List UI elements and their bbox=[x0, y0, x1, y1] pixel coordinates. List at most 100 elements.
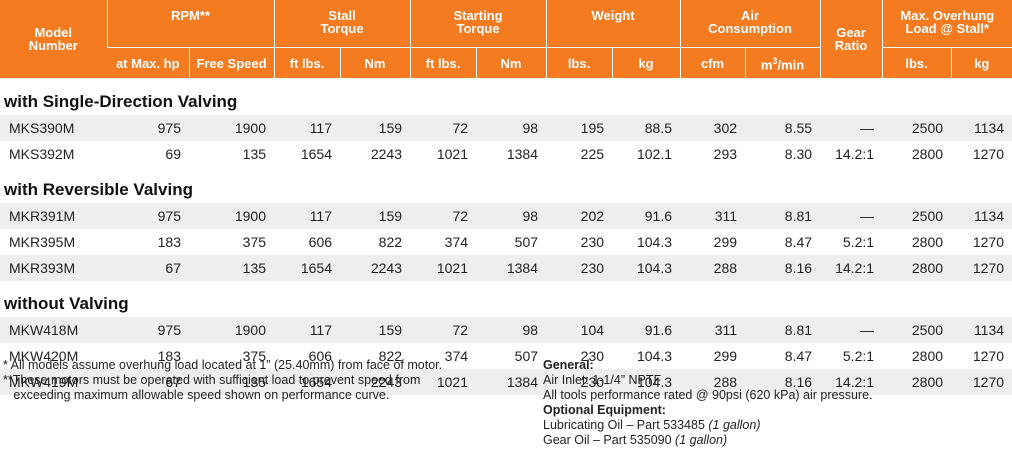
header-model-number: Model Number bbox=[0, 0, 107, 79]
header-stall-torque: Stall Torque bbox=[273, 0, 411, 48]
cell-gear-ratio: — bbox=[820, 203, 883, 229]
cell-air-m3min: 8.81 bbox=[745, 203, 821, 229]
cell-model-number: MKW418M bbox=[0, 317, 107, 343]
cell-starting-torque-ftlbs: 72 bbox=[410, 317, 477, 343]
cell-overhung-lbs: 2800 bbox=[911, 348, 944, 364]
cell-stall-torque-nm: 2243 bbox=[340, 369, 411, 395]
section-header: without Valving bbox=[0, 281, 1012, 317]
cell-gear-ratio: — bbox=[820, 115, 883, 141]
cell-model-number: MKS390M bbox=[0, 115, 107, 141]
cell-rpm-at-max-hp: 975 bbox=[107, 317, 189, 343]
cell-gear-ratio: 5.2:1 bbox=[842, 234, 875, 250]
footnote-speed-1: **These motors must be operated with suf… bbox=[3, 373, 421, 387]
table-header: Model Number RPM** Stall Torque Starting To… bbox=[0, 0, 1012, 79]
cell-stall-torque-nm: 822 bbox=[378, 234, 403, 250]
cell-air-cfm: 293 bbox=[713, 146, 738, 162]
general-heading: General: bbox=[543, 358, 594, 372]
cell-air-cfm: 311 bbox=[680, 203, 746, 229]
cell-starting-torque-nm: 98 bbox=[476, 203, 547, 229]
subheader-stall-nm: Nm bbox=[339, 47, 411, 79]
cell-rpm-free-speed: 135 bbox=[189, 369, 275, 395]
subheader-air-cfm: cfm bbox=[679, 47, 746, 79]
cell-weight-lbs: 230 bbox=[546, 369, 613, 395]
cell-weight-kg: 104.3 bbox=[636, 234, 673, 250]
subheader-weight-kg: kg bbox=[611, 47, 681, 79]
cell-stall-torque-nm: 159 bbox=[340, 203, 411, 229]
cell-stall-torque-nm: 159 bbox=[340, 317, 411, 343]
lubricating-oil-note: Lubricating Oil – Part 533485 (1 gallon) bbox=[543, 418, 761, 432]
section-header: with Reversible Valving bbox=[0, 167, 1012, 203]
cell-starting-torque-ftlbs: 72 bbox=[410, 203, 477, 229]
cell-overhung-kg: 1270 bbox=[951, 369, 1012, 395]
cell-weight-lbs: 104 bbox=[546, 317, 613, 343]
table-row: MKR391M 975 1900 117 159 72 98 202 91.6 311 8.81—2… bbox=[0, 203, 1012, 229]
cell-gear-ratio: 14.2:1 bbox=[820, 369, 883, 395]
cell-starting-torque-ftlbs: 374 bbox=[444, 348, 469, 364]
cell-starting-torque-nm: 1384 bbox=[476, 255, 547, 281]
cell-rpm-free-speed: 1900 bbox=[189, 115, 275, 141]
table-row: MKS392M 69 135 1654 2243 1021 1384 225 102.1 293 8… bbox=[0, 141, 1012, 167]
table-row: MKW418M 975 1900 117 159 72 98 104 91.6 311 8.81—2… bbox=[0, 317, 1012, 343]
cell-overhung-lbs: 2500 bbox=[882, 317, 952, 343]
table-row: MKS390M 975 1900 117 159 72 98 195 88.5 302 8.55—2… bbox=[0, 115, 1012, 141]
subheader-starting-nm: Nm bbox=[475, 47, 547, 79]
cell-air-m3min: 8.16 bbox=[745, 255, 821, 281]
cell-weight-kg: 91.6 bbox=[612, 203, 681, 229]
cell-weight-kg: 88.5 bbox=[612, 115, 681, 141]
cell-weight-lbs: 225 bbox=[580, 146, 605, 162]
cell-overhung-lbs: 2800 bbox=[882, 255, 952, 281]
cell-model-number: MKR393M bbox=[0, 255, 107, 281]
section-header: with Single-Direction Valving bbox=[0, 78, 1012, 115]
header-starting-torque: Starting Torque bbox=[409, 0, 547, 48]
cell-model-number: MKW420M bbox=[9, 348, 79, 364]
cell-overhung-kg: 1134 bbox=[951, 203, 1012, 229]
subheader-weight-lbs: lbs. bbox=[545, 47, 613, 79]
cell-starting-torque-nm: 98 bbox=[476, 317, 547, 343]
subheader-at-max-hp: at Max. hp bbox=[107, 47, 189, 79]
cell-starting-torque-nm: 507 bbox=[514, 234, 539, 250]
cell-rpm-at-max-hp: 975 bbox=[107, 203, 189, 229]
cell-air-m3min: 8.16 bbox=[745, 369, 821, 395]
cell-rpm-at-max-hp: 69 bbox=[165, 146, 181, 162]
cell-model-number: MKR395M bbox=[9, 234, 76, 250]
cell-model-number: MKS392M bbox=[9, 146, 75, 162]
cell-air-cfm: 299 bbox=[713, 234, 738, 250]
cell-stall-torque-ftlbs: 606 bbox=[308, 234, 333, 250]
subheader-free-speed: Free Speed bbox=[188, 47, 275, 79]
cell-starting-torque-ftlbs: 1021 bbox=[436, 146, 469, 162]
cell-gear-ratio: 14.2:1 bbox=[835, 146, 875, 162]
cell-overhung-lbs: 2500 bbox=[882, 203, 952, 229]
cell-rpm-at-max-hp: 183 bbox=[157, 234, 181, 250]
cell-overhung-kg: 1134 bbox=[951, 317, 1012, 343]
footnote-speed-2: exceeding maximum allowable speed shown … bbox=[3, 388, 390, 402]
cell-stall-torque-ftlbs: 117 bbox=[274, 115, 341, 141]
cell-weight-lbs: 230 bbox=[580, 234, 605, 250]
cell-stall-torque-nm: 822 bbox=[378, 348, 403, 364]
cell-starting-torque-nm: 507 bbox=[514, 348, 539, 364]
subheader-stall-ftlbs: ft lbs. bbox=[273, 47, 341, 79]
cell-starting-torque-ftlbs: 1021 bbox=[410, 255, 477, 281]
cell-overhung-lbs: 2800 bbox=[911, 234, 944, 250]
cell-air-m3min: 8.47 bbox=[784, 348, 813, 364]
cell-starting-torque-ftlbs: 72 bbox=[410, 115, 477, 141]
cell-rpm-free-speed: 135 bbox=[189, 255, 275, 281]
cell-rpm-free-speed: 135 bbox=[242, 146, 267, 162]
header-max-overhung-load: Max. Overhung Load @ Stall* bbox=[881, 0, 1012, 48]
cell-gear-ratio: 5.2:1 bbox=[842, 348, 875, 364]
cell-weight-kg: 91.6 bbox=[612, 317, 681, 343]
header-weight: Weight bbox=[545, 0, 681, 48]
optional-equipment-heading: Optional Equipment: bbox=[543, 403, 666, 417]
cell-starting-torque-nm: 98 bbox=[476, 115, 547, 141]
cell-rpm-at-max-hp: 67 bbox=[107, 255, 189, 281]
cell-stall-torque-ftlbs: 1654 bbox=[274, 255, 341, 281]
cell-overhung-lbs: 2800 bbox=[911, 146, 944, 162]
cell-air-m3min: 8.81 bbox=[745, 317, 821, 343]
cell-weight-lbs: 230 bbox=[580, 348, 605, 364]
cell-overhung-kg: 1270 bbox=[972, 348, 1005, 364]
cell-rpm-at-max-hp: 67 bbox=[107, 369, 189, 395]
footnote-overhung: * All models assume overhung load locate… bbox=[3, 358, 443, 372]
cell-rpm-at-max-hp: 183 bbox=[157, 348, 181, 364]
section-title: without Valving bbox=[0, 281, 1012, 317]
cell-overhung-kg: 1270 bbox=[972, 234, 1005, 250]
cell-weight-lbs: 230 bbox=[546, 255, 613, 281]
